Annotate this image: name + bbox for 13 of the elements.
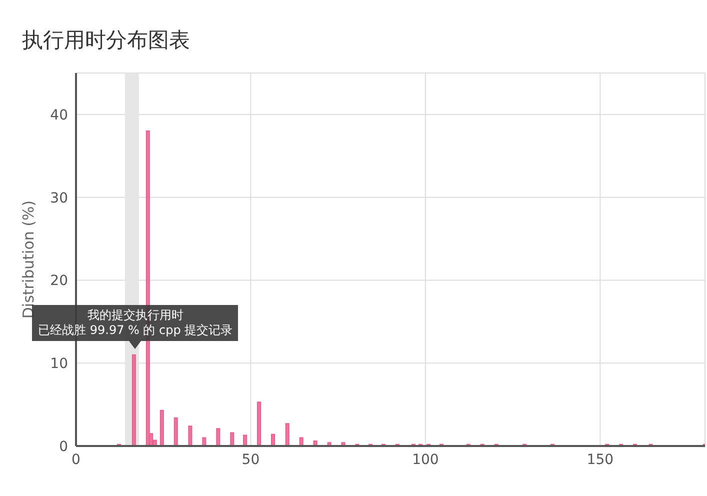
- annotation: 已经战胜 99.97 % 的 cpp 提交记录: [37, 323, 234, 338]
- x-tick-label: 100: [412, 452, 439, 468]
- x-tick-label: 0: [72, 452, 80, 468]
- y-tick-label: 40: [50, 107, 68, 124]
- y-tick-label: 0: [59, 438, 68, 455]
- chart-title: 执行用时分布图表: [22, 27, 190, 54]
- y-tick-label: 20: [50, 273, 68, 290]
- y-tick-label: 30: [50, 190, 68, 206]
- y-axis-title: Distribution (%): [19, 200, 38, 319]
- y-tick-label: 10: [50, 356, 68, 372]
- x-tick-label: 150: [586, 452, 614, 468]
- annotation: 我的提交执行用时: [87, 308, 184, 322]
- x-tick-label: 50: [242, 452, 260, 468]
